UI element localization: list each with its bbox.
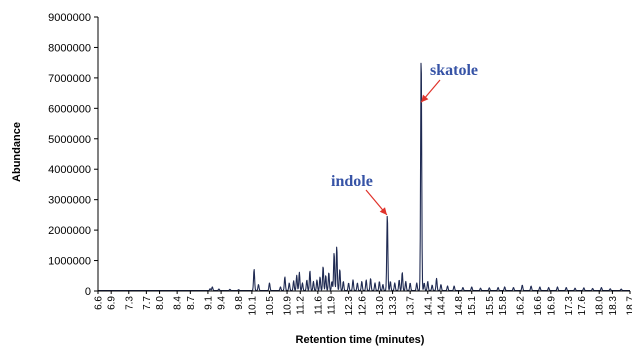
x-tick-label: 11.6 [313,296,324,315]
x-axis-ticks: 6.6 6.9 7.3 7.7 8.0 8.4 8.7 9.1 9.4 9.8 10.1 10.5 10… [94,291,632,315]
y-tick-label: 8000000 [48,42,91,54]
indole-label: indole [331,173,373,190]
y-tick-label: 1000000 [48,256,91,268]
y-tick-label: 9000000 [48,12,91,24]
x-axis-label: Retention time (minutes) [296,334,425,346]
y-tick-label: 0 [85,286,91,298]
x-tick-label: 17.3 [564,296,575,316]
y-tick-label: 4000000 [48,164,91,176]
y-tick-label: 2000000 [48,225,91,237]
x-tick-label: 13.7 [406,296,417,316]
peak-annotations: indole skatole [331,62,478,216]
x-tick-label: 15.1 [467,296,478,316]
skatole-label: skatole [430,62,478,79]
x-tick-label: 8.4 [173,296,184,310]
y-tick-label: 3000000 [48,195,91,207]
x-tick-label: 6.6 [94,296,105,310]
x-tick-label: 16.6 [533,296,544,316]
x-tick-label: 9.1 [203,296,214,310]
x-tick-label: 7.3 [124,296,135,310]
y-tick-label: 7000000 [48,73,91,85]
x-tick-label: 15.5 [485,296,496,316]
y-axis-label: Abundance [11,122,23,182]
x-tick-label: 9.8 [234,296,245,310]
x-tick-label: 10.1 [247,296,258,316]
x-tick-label: 13.0 [375,296,386,316]
x-tick-label: 14.1 [423,296,434,316]
x-tick-label: 15.8 [498,296,509,316]
x-tick-label: 16.9 [546,296,557,316]
x-tick-label: 14.8 [454,296,465,316]
x-tick-label: 8.0 [155,296,166,310]
x-tick-label: 18.3 [608,296,619,316]
x-tick-label: 11.2 [296,296,307,315]
x-tick-label: 8.7 [186,296,197,310]
y-tick-label: 6000000 [48,103,91,115]
x-tick-label: 12.3 [344,296,355,316]
x-tick-label: 9.4 [217,296,228,310]
x-tick-label: 7.7 [142,296,153,310]
x-tick-label: 10.9 [283,296,294,316]
y-tick-label: 5000000 [48,134,91,146]
x-tick-label: 14.4 [436,296,447,316]
x-tick-label: 11.9 [327,296,338,315]
x-tick-label: 16.2 [516,296,527,316]
indole-arrowhead [379,207,387,215]
skatole-arrowhead [421,94,429,103]
x-tick-label: 12.6 [357,296,368,316]
y-axis-ticks: 0 1000000 2000000 3000000 4000000 5000000 6000… [48,12,98,298]
x-tick-label: 17.6 [577,296,588,316]
x-tick-label: 18.0 [595,296,606,316]
x-tick-label: 6.9 [107,296,118,310]
x-tick-label: 18.7 [626,296,632,316]
x-tick-label: 10.5 [265,296,276,316]
x-tick-label: 13.3 [388,296,399,316]
